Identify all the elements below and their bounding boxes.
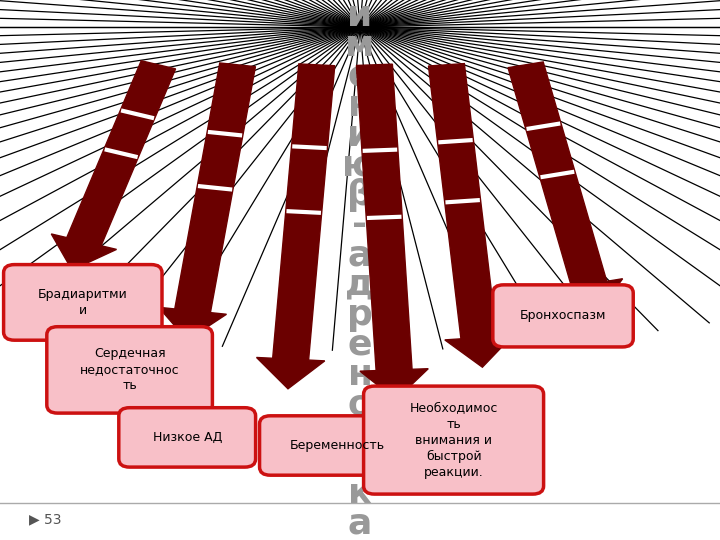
Text: Бронхоспазм: Бронхоспазм <box>520 309 606 322</box>
Text: ▶ 53: ▶ 53 <box>29 512 61 526</box>
Text: о: о <box>348 387 372 421</box>
FancyArrow shape <box>356 64 428 400</box>
Text: Необходимос
ть
внимания и
быстрой
реакции.: Необходимос ть внимания и быстрой реакци… <box>410 402 498 478</box>
Text: к: к <box>348 477 372 511</box>
Text: л: л <box>347 417 373 451</box>
Text: Беременность: Беременность <box>289 439 384 452</box>
FancyArrow shape <box>256 64 335 389</box>
Text: е: е <box>348 328 372 362</box>
Text: р: р <box>347 298 373 332</box>
Text: Низкое АД: Низкое АД <box>153 431 222 444</box>
Text: н: н <box>348 357 372 392</box>
Text: -: - <box>352 208 368 242</box>
Text: Сердечная
недостаточнос
ть: Сердечная недостаточнос ть <box>80 347 179 393</box>
Text: а: а <box>348 238 372 272</box>
FancyBboxPatch shape <box>119 408 256 467</box>
FancyBboxPatch shape <box>492 285 634 347</box>
Text: и: и <box>347 0 373 33</box>
Text: Брадиаритми
и: Брадиаритми и <box>38 288 127 317</box>
Text: м: м <box>346 29 374 63</box>
Text: о: о <box>348 447 372 481</box>
Text: н: н <box>348 89 372 123</box>
Text: д: д <box>346 268 374 302</box>
FancyArrow shape <box>428 64 513 367</box>
Text: и: и <box>347 119 373 153</box>
FancyBboxPatch shape <box>4 265 162 340</box>
Text: а: а <box>348 507 372 540</box>
FancyArrow shape <box>158 63 256 340</box>
FancyBboxPatch shape <box>364 386 544 494</box>
FancyBboxPatch shape <box>260 416 415 475</box>
FancyArrow shape <box>508 62 623 313</box>
Text: ю: ю <box>343 148 377 183</box>
Text: е: е <box>348 59 372 93</box>
FancyBboxPatch shape <box>47 327 212 413</box>
Text: β: β <box>347 178 373 212</box>
FancyArrow shape <box>51 60 176 270</box>
